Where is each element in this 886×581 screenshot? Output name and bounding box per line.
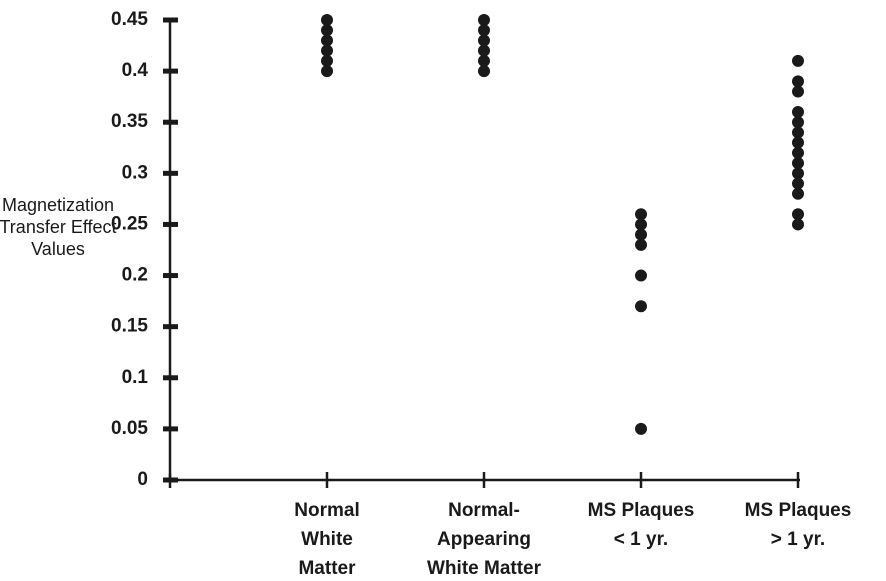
dot (792, 208, 804, 221)
dot (792, 177, 804, 190)
dot (792, 126, 804, 139)
dot (478, 34, 490, 47)
dot (792, 75, 804, 88)
dot (478, 44, 490, 57)
dot (792, 85, 804, 98)
x-tick-label: Appearing (437, 529, 531, 550)
dot (792, 187, 804, 200)
y-tick-label: 0.35 (111, 111, 148, 132)
dot (321, 24, 333, 37)
dot (321, 54, 333, 67)
dot (635, 208, 647, 221)
x-tick-label: Normal- (448, 500, 520, 521)
dot (478, 65, 490, 78)
dot (635, 422, 647, 435)
y-tick-label: 0.3 (122, 162, 148, 183)
y-tick-label: 0.4 (122, 60, 149, 81)
dot (635, 269, 647, 282)
y-axis-label: Transfer Effect (0, 217, 117, 237)
dot (792, 106, 804, 118)
y-tick-label: 0.05 (111, 418, 148, 439)
x-tick-label: Matter (298, 558, 356, 579)
y-axis-label: Magnetization (2, 195, 114, 215)
dot (321, 34, 333, 47)
y-tick-label: 0.2 (122, 265, 148, 286)
dot (635, 218, 647, 231)
dot (478, 14, 490, 26)
dot (792, 157, 804, 170)
dot (321, 44, 333, 57)
y-tick-label: 0.15 (111, 316, 148, 337)
dot (792, 218, 804, 231)
dot (321, 65, 333, 78)
x-tick-label: White (301, 529, 353, 550)
y-tick-label: 0 (137, 469, 148, 490)
dot (635, 238, 647, 251)
dot (792, 116, 804, 129)
y-axis-label: Values (31, 239, 85, 259)
dot (478, 24, 490, 37)
dot (792, 54, 804, 67)
y-tick-label: 0.25 (111, 213, 148, 234)
x-tick-label: MS Plaques (588, 500, 695, 521)
y-tick-label: 0.1 (122, 367, 149, 388)
x-tick-label: > 1 yr. (771, 529, 825, 550)
dot (792, 146, 804, 159)
dot (478, 54, 490, 67)
x-tick-label: < 1 yr. (614, 529, 668, 550)
y-tick-label: 0.45 (111, 9, 148, 30)
dot (792, 136, 804, 149)
x-tick-label: MS Plaques (745, 500, 852, 521)
x-tick-label: White Matter (427, 558, 542, 579)
dot (635, 228, 647, 241)
dot (321, 14, 333, 26)
dot (792, 167, 804, 180)
x-tick-label: Normal (294, 500, 359, 521)
dot (635, 300, 647, 313)
